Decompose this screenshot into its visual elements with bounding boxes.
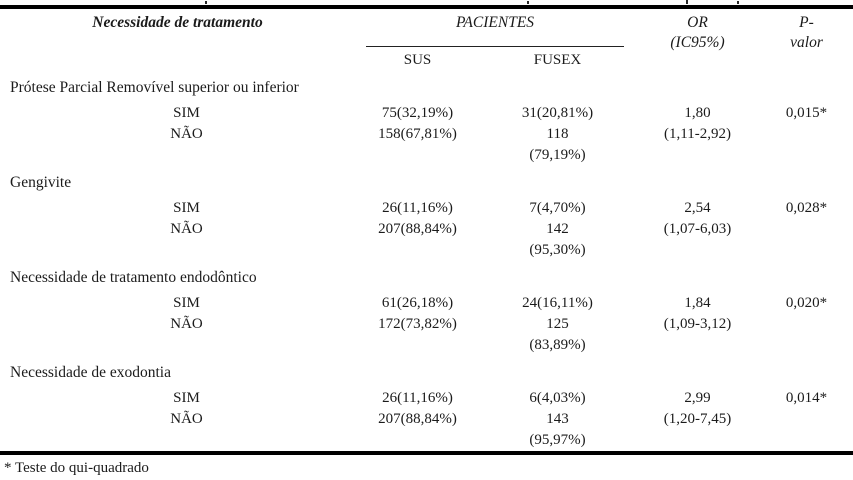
fusex-value: 24(16,11%) [522, 295, 593, 311]
row-label-sim: SIM [173, 295, 200, 311]
group-body: SIM 75(32,19%) 31(20,81%) 1,80 (1,11-2,9… [0, 103, 853, 166]
or-value: 1,84 (1,09-3,12) [663, 295, 732, 332]
or-value: 2,99 (1,20-7,45) [663, 390, 732, 427]
header-p-line2: valor [790, 34, 823, 51]
fusex-value: 142 (95,30%) [529, 221, 586, 258]
sus-value: 158(67,81%) [378, 126, 457, 142]
table-top-rule [0, 5, 853, 9]
p-value: 0,014* [785, 390, 828, 406]
header-subrow: SUS FUSEX [355, 47, 635, 71]
table-bottom-rule [0, 451, 853, 455]
row-label-nao: NÃO [170, 316, 203, 332]
group-title: Necessidade de exodontia [10, 364, 171, 381]
header-or-ic95: OR (IC95%) [635, 13, 760, 71]
sus-value: 207(88,84%) [378, 221, 457, 237]
treatment-group-exodontia: Necessidade de exodontia SIM 26(11,16%) … [0, 356, 853, 451]
row-label-nao: NÃO [170, 126, 203, 142]
group-title: Necessidade de tratamento endodôntico [10, 269, 257, 286]
sus-value: 26(11,16%) [382, 200, 453, 216]
row-label-sim: SIM [173, 105, 200, 121]
row-label-nao: NÃO [170, 221, 203, 237]
caption-descender-mark [686, 0, 688, 4]
sus-value: 207(88,84%) [378, 411, 457, 427]
header-p-valor: P- valor [760, 13, 853, 71]
fusex-value: 125 (83,89%) [529, 316, 586, 353]
header-pacientes-group: PACIENTES SUS FUSEX [355, 13, 635, 71]
header-or-line2: (IC95%) [670, 34, 725, 51]
or-value: 1,80 (1,11-2,92) [664, 105, 731, 142]
cropped-caption-fragments [0, 0, 853, 5]
pacientes-underline [366, 33, 624, 47]
treatment-group-protese: Prótese Parcial Removível superior ou in… [0, 71, 853, 166]
table-header: Necessidade de tratamento PACIENTES SUS … [0, 9, 853, 71]
fusex-value: 7(4,70%) [529, 200, 586, 216]
row-label-sim: SIM [173, 200, 200, 216]
sus-value: 61(26,18%) [381, 295, 454, 311]
fusex-value: 143 (95,97%) [529, 411, 586, 448]
caption-descender-mark [205, 1, 207, 4]
sus-value: 26(11,16%) [382, 390, 453, 406]
or-value: 2,54 (1,07-6,03) [663, 200, 732, 237]
group-body: SIM 61(26,18%) 24(16,11%) 1,84 (1,09-3,1… [0, 293, 853, 356]
treatment-group-gengivite: Gengivite SIM 26(11,16%) 7(4,70%) 2,54 (… [0, 166, 853, 261]
treatment-group-endodontico: Necessidade de tratamento endodôntico SI… [0, 261, 853, 356]
header-necessidade-tratamento: Necessidade de tratamento [92, 14, 263, 31]
fusex-value: 6(4,03%) [529, 390, 586, 406]
header-or-line1: OR [687, 14, 708, 31]
fusex-value: 118 (79,19%) [529, 126, 586, 163]
header-pacientes-label: PACIENTES [455, 14, 535, 31]
row-label-nao: NÃO [170, 411, 203, 427]
group-body: SIM 26(11,16%) 7(4,70%) 2,54 (1,07-6,03)… [0, 198, 853, 261]
header-sus: SUS [403, 52, 432, 68]
sus-value: 75(32,19%) [381, 105, 454, 121]
p-value: 0,028* [785, 200, 828, 216]
group-title: Gengivite [10, 174, 72, 191]
caption-descender-mark [737, 1, 739, 4]
chi-square-footnote: * Teste do qui-quadrado [4, 460, 149, 476]
row-label-sim: SIM [173, 390, 200, 406]
header-fusex: FUSEX [533, 52, 582, 68]
header-p-line1: P- [799, 14, 814, 31]
group-body: SIM 26(11,16%) 6(4,03%) 2,99 (1,20-7,45)… [0, 388, 853, 451]
p-value: 0,020* [785, 295, 828, 311]
group-title: Prótese Parcial Removível superior ou in… [10, 79, 299, 96]
p-value: 0,015* [785, 105, 828, 121]
fusex-value: 31(20,81%) [521, 105, 594, 121]
caption-descender-mark [527, 1, 529, 4]
sus-value: 172(73,82%) [378, 316, 457, 332]
